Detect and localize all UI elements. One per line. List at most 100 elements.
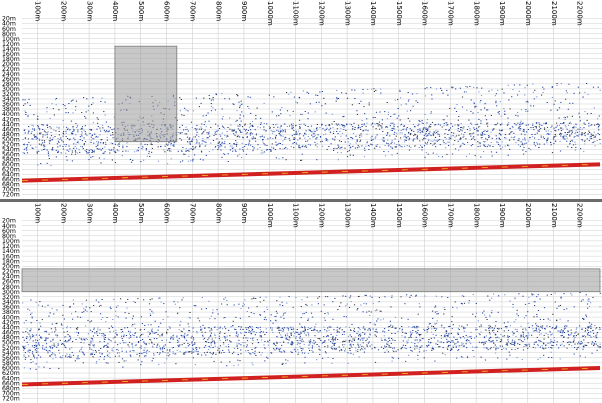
- echo-point: [435, 295, 437, 297]
- echo-point: [503, 107, 505, 109]
- echo-point: [55, 323, 57, 325]
- echo-point: [79, 136, 81, 138]
- echo-point: [443, 125, 445, 127]
- echo-point: [311, 350, 313, 352]
- echo-point: [48, 140, 50, 142]
- echo-point: [51, 331, 53, 333]
- echo-point: [88, 159, 90, 161]
- echo-point: [178, 346, 180, 347]
- echo-point: [422, 123, 424, 124]
- echo-point: [554, 328, 556, 330]
- echo-point: [589, 325, 591, 327]
- echo-point: [84, 125, 86, 127]
- echo-point: [27, 308, 29, 310]
- echo-point: [62, 135, 64, 137]
- echo-point: [339, 305, 341, 307]
- echo-point: [320, 340, 322, 341]
- echo-point: [131, 318, 134, 320]
- echogram-panel-bottom[interactable]: 100m 200m 300m 400m 500m 600m 700m 800m 900m 1000…: [0, 202, 602, 403]
- echo-point: [525, 315, 527, 317]
- echo-point: [75, 134, 77, 136]
- echo-point: [234, 149, 236, 151]
- echo-point: [339, 327, 341, 328]
- echo-point: [202, 159, 204, 161]
- selection-region[interactable]: [21, 268, 601, 293]
- y-tick-label: 220m: [2, 66, 20, 73]
- echo-point: [250, 132, 252, 134]
- echo-point: [117, 316, 119, 318]
- echo-point: [495, 93, 497, 95]
- echo-point: [581, 329, 583, 331]
- echo-point: [432, 326, 435, 327]
- echo-point: [495, 102, 497, 104]
- echo-point: [27, 344, 29, 346]
- echo-point: [334, 339, 336, 341]
- echo-point: [461, 126, 463, 128]
- echo-point: [498, 337, 500, 339]
- echogram-plot-top[interactable]: 100m 200m 300m 400m 500m 600m 700m 800m 900m 1000…: [0, 0, 602, 199]
- echo-point: [315, 144, 317, 146]
- echo-point: [383, 140, 385, 141]
- echo-point: [400, 348, 402, 350]
- echo-point: [411, 332, 413, 334]
- echo-point: [176, 313, 179, 315]
- echo-point: [365, 129, 367, 131]
- echo-point: [554, 100, 556, 102]
- echo-point: [500, 338, 502, 340]
- echo-point: [221, 138, 223, 140]
- echo-point: [277, 326, 279, 328]
- echo-point: [321, 140, 323, 142]
- echo-point: [376, 309, 378, 311]
- echo-point: [325, 139, 327, 141]
- echo-point: [381, 125, 383, 127]
- echo-point: [141, 323, 143, 325]
- echo-point: [528, 302, 530, 304]
- echo-point: [31, 316, 33, 318]
- echo-point: [282, 363, 284, 365]
- echo-point: [208, 132, 210, 134]
- echo-point: [108, 339, 110, 341]
- echo-point: [525, 345, 527, 347]
- echo-point: [158, 345, 161, 347]
- echo-point: [204, 327, 206, 329]
- echo-point: [299, 127, 301, 129]
- echo-point: [480, 356, 482, 358]
- echo-point: [436, 132, 438, 133]
- echo-point: [331, 362, 333, 364]
- selection-region[interactable]: [114, 45, 178, 143]
- echo-point: [396, 144, 398, 146]
- echo-point: [391, 296, 393, 298]
- echo-point: [186, 128, 189, 130]
- echo-point: [331, 345, 333, 347]
- echo-point: [545, 345, 547, 346]
- echo-point: [337, 151, 339, 153]
- echo-point: [266, 306, 268, 308]
- echo-point: [335, 123, 337, 125]
- panel-divider[interactable]: [0, 199, 602, 202]
- echo-point: [533, 105, 535, 107]
- echo-point: [511, 331, 514, 333]
- echo-point: [545, 332, 547, 334]
- echo-point: [261, 135, 263, 137]
- echo-point: [251, 326, 253, 328]
- echo-point: [412, 105, 414, 107]
- echo-point: [587, 326, 589, 328]
- echogram-panel-top[interactable]: 100m 200m 300m 400m 500m 600m 700m 800m 900m 1000…: [0, 0, 602, 201]
- echo-point: [80, 341, 82, 343]
- echo-point: [233, 365, 235, 367]
- echo-point: [474, 347, 476, 349]
- echo-point: [339, 130, 341, 132]
- echogram-plot-bottom[interactable]: 100m 200m 300m 400m 500m 600m 700m 800m 900m 1000…: [0, 202, 602, 403]
- echo-point: [90, 340, 92, 342]
- echo-point: [452, 341, 454, 343]
- echo-point: [57, 343, 59, 345]
- echo-point: [298, 130, 300, 132]
- echo-point: [407, 318, 409, 320]
- echo-point: [70, 337, 72, 339]
- x-tick-label: 1500m: [395, 203, 403, 228]
- echo-point: [279, 296, 281, 298]
- echo-point: [22, 347, 24, 349]
- echo-point: [313, 136, 315, 137]
- echo-point: [141, 145, 143, 147]
- echo-point: [408, 149, 411, 151]
